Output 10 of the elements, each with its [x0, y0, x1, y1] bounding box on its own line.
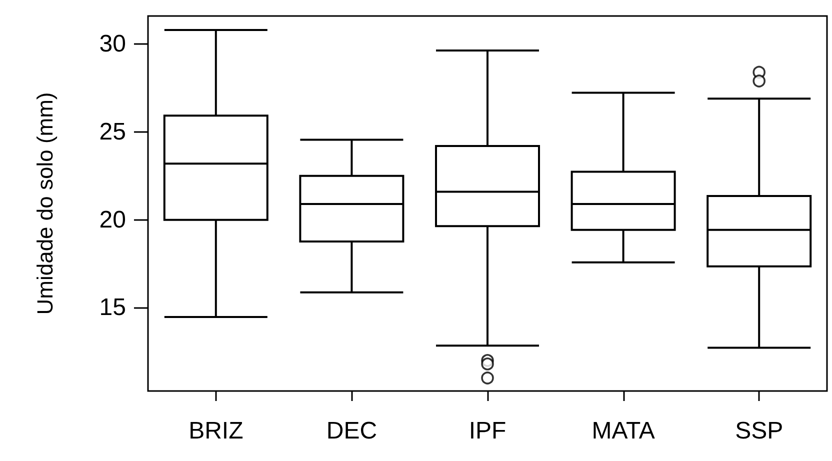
x-tick-label: IPF: [468, 418, 506, 444]
y-tick-label: 15: [99, 294, 126, 322]
x-tick-label: DEC: [326, 418, 378, 444]
y-tick-label: 25: [99, 118, 126, 146]
x-tick-label: MATA: [592, 418, 655, 444]
x-tick-label: SSP: [735, 418, 784, 444]
x-tick-label: BRIZ: [188, 418, 244, 444]
y-tick-label: 20: [99, 206, 126, 234]
y-tick-label: 30: [99, 30, 126, 58]
y-axis-title: Umidade do solo (mm): [32, 92, 58, 315]
